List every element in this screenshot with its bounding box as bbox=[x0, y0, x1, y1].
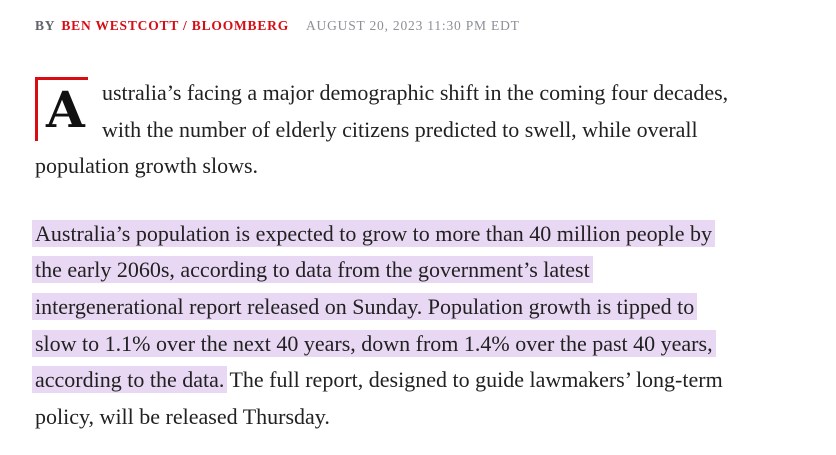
byline-timestamp: AUGUST 20, 2023 11:30 PM EDT bbox=[306, 18, 520, 33]
byline-author-link[interactable]: BEN WESTCOTT / BLOOMBERG bbox=[61, 18, 289, 33]
paragraph-lead-text: ustralia’s facing a major demographic sh… bbox=[35, 80, 729, 179]
drop-cap-letter: A bbox=[46, 80, 85, 139]
paragraph-plain-text: The full report, designed to guide lawma… bbox=[35, 367, 723, 429]
drop-cap-frame: A bbox=[35, 77, 88, 141]
byline-prefix: BY bbox=[35, 18, 56, 33]
paragraph-highlighted: Australia’s population is expected to gr… bbox=[32, 216, 820, 436]
byline: BY BEN WESTCOTT / BLOOMBERG AUGUST 20, 202… bbox=[35, 18, 820, 34]
